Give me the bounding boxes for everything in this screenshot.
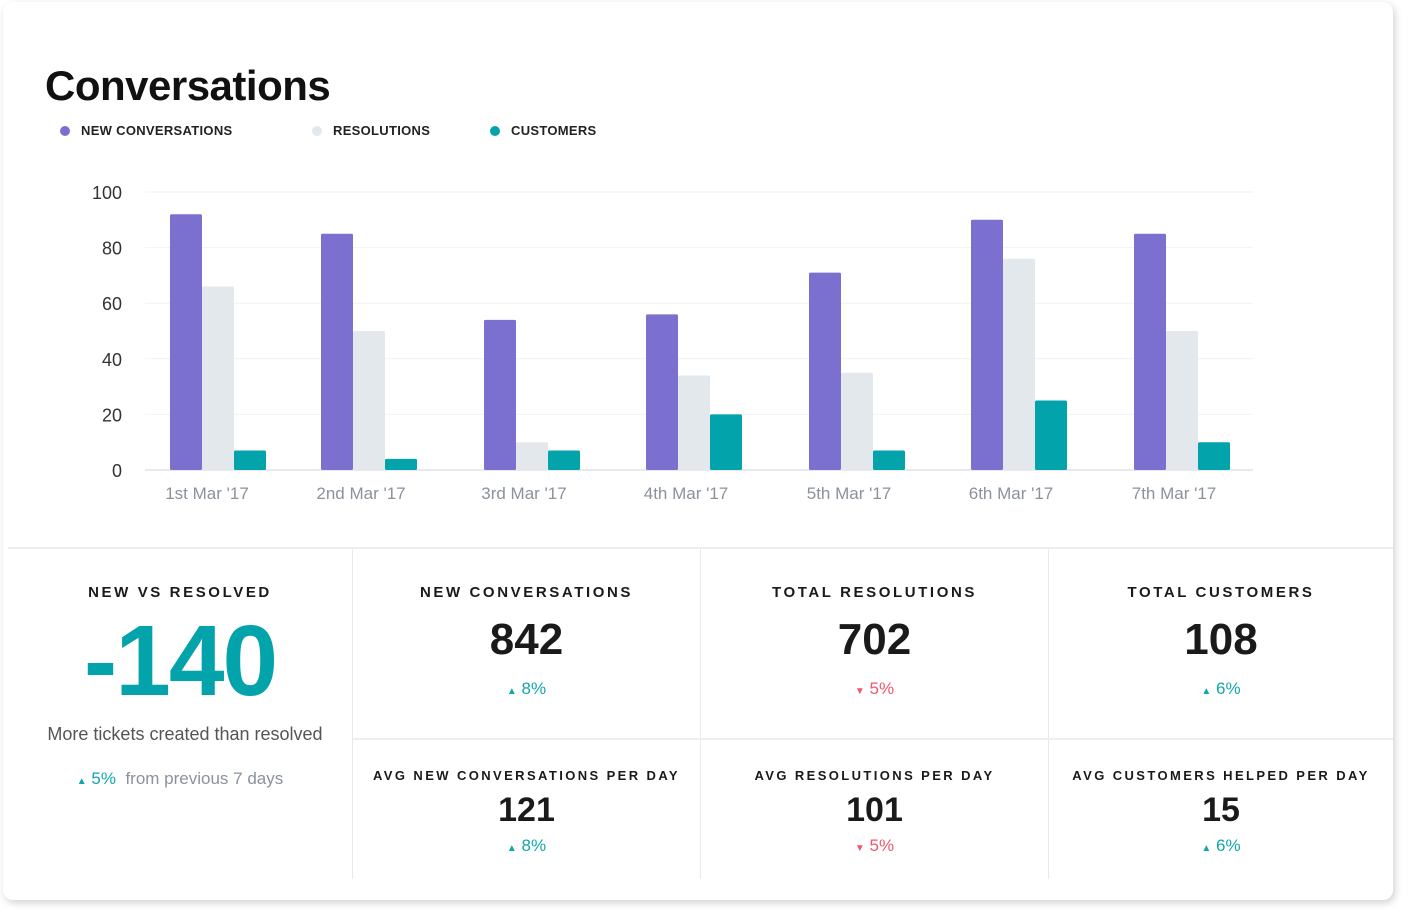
bar-resolutions [1166, 331, 1198, 470]
bar-new-conversations [1134, 233, 1166, 470]
bar-resolutions [1003, 258, 1035, 470]
bar-new-conversations [646, 314, 678, 470]
stat-label: AVG CUSTOMERS HELPED PER DAY [1072, 768, 1370, 783]
stat-total-customers: TOTAL CUSTOMERS 108 ▲ 6% [1049, 584, 1393, 699]
stat-label: NEW CONVERSATIONS [419, 584, 634, 601]
stat-change: ▼ 5% [701, 836, 1048, 856]
change-value: 6% [1216, 679, 1241, 698]
stat-total-resolutions: TOTAL RESOLUTIONS 702 ▼ 5% [701, 584, 1048, 699]
bar-resolutions [841, 372, 873, 470]
change-value: 5% [91, 769, 116, 788]
stat-value: 15 [1202, 791, 1240, 829]
bar-new-conversations [809, 272, 841, 470]
bar-customers [873, 450, 905, 470]
stat-change: ▲ 8% [353, 836, 700, 856]
bar-customers [710, 414, 742, 470]
bar-resolutions [678, 375, 710, 470]
legend-resolutions[interactable]: RESOLUTIONS [312, 123, 430, 138]
x-tick-label: 2nd Mar '17 [316, 484, 405, 503]
arrow-up-icon: ▲ [1201, 843, 1212, 854]
stat-change: ▲ 8% [353, 679, 700, 699]
stat-label: TOTAL RESOLUTIONS [771, 584, 978, 601]
stat-new-vs-resolved: NEW VS RESOLVED -140 More tickets create… [8, 584, 352, 789]
change-value: 5% [869, 679, 895, 698]
bar-new-conversations [321, 233, 353, 470]
y-tick-label: 20 [102, 405, 122, 425]
x-tick-label: 5th Mar '17 [807, 484, 892, 503]
stat-avg-resolutions: AVG RESOLUTIONS PER DAY 101 ▼ 5% [701, 768, 1048, 856]
bar-chart: 0 20 40 60 80 100 1st Mar '17 2nd Mar '17 3rd Ma… [92, 183, 1253, 503]
bar-customers [1035, 400, 1067, 470]
divider [700, 549, 701, 879]
change-value: 8% [521, 836, 547, 855]
x-tick-label: 6th Mar '17 [969, 484, 1054, 503]
page-title: Conversations [45, 62, 331, 109]
x-tick-label: 4th Mar '17 [644, 484, 729, 503]
bar-customers [234, 450, 266, 470]
stat-label: AVG RESOLUTIONS PER DAY [754, 768, 995, 783]
conversations-card: Conversations NEW CONVERSATIONS RESOLUTI… [3, 2, 1393, 900]
divider [353, 738, 1393, 740]
y-tick-label: 60 [102, 294, 122, 314]
arrow-down-icon: ▼ [854, 843, 865, 854]
change-suffix: from previous 7 days [125, 769, 284, 788]
stat-caption: More tickets created than resolved [47, 724, 323, 744]
stat-value: 121 [498, 791, 555, 829]
stat-new-conversations: NEW CONVERSATIONS 842 ▲ 8% [353, 584, 700, 699]
stat-label: TOTAL CUSTOMERS [1127, 584, 1315, 601]
stat-change: ▲ 5% from previous 7 days [8, 769, 352, 789]
stat-value: 702 [837, 615, 912, 664]
stat-value: -140 [83, 605, 278, 717]
stat-value: 101 [846, 791, 903, 829]
stat-change: ▲ 6% [1049, 679, 1393, 699]
legend-dot-icon [312, 125, 322, 136]
legend-new-conversations[interactable]: NEW CONVERSATIONS [60, 123, 232, 138]
stat-avg-customers: AVG CUSTOMERS HELPED PER DAY 15 ▲ 6% [1049, 768, 1393, 856]
change-value: 6% [1216, 836, 1241, 855]
divider [1048, 549, 1049, 879]
bar-customers [548, 450, 580, 470]
x-tick-label: 7th Mar '17 [1132, 484, 1217, 503]
bar-new-conversations [971, 219, 1003, 470]
divider [352, 549, 353, 879]
legend-dot-icon [490, 125, 500, 136]
stat-change: ▼ 5% [701, 679, 1048, 699]
arrow-up-icon: ▲ [506, 843, 517, 854]
bar-resolutions [202, 286, 234, 470]
y-tick-label: 40 [102, 350, 122, 370]
legend-label: NEW CONVERSATIONS [81, 123, 233, 138]
stat-avg-new: AVG NEW CONVERSATIONS PER DAY 121 ▲ 8% [353, 768, 700, 856]
legend-label: RESOLUTIONS [333, 123, 431, 138]
y-tick-label: 80 [102, 239, 122, 259]
stat-label: NEW VS RESOLVED [88, 584, 272, 601]
stat-value: 108 [1184, 615, 1258, 664]
change-value: 8% [521, 679, 547, 698]
bar-customers [1198, 442, 1230, 470]
y-tick-label: 0 [112, 461, 122, 481]
bar-resolutions [353, 331, 385, 470]
stat-label: AVG NEW CONVERSATIONS PER DAY [372, 768, 680, 783]
y-tick-label: 100 [92, 183, 122, 203]
change-value: 5% [869, 836, 895, 855]
x-tick-label: 3rd Mar '17 [481, 484, 566, 503]
bar-resolutions [516, 442, 548, 470]
arrow-up-icon: ▲ [506, 686, 517, 697]
arrow-up-icon: ▲ [76, 776, 87, 787]
stats-panel: NEW VS RESOLVED -140 More tickets create… [8, 547, 1393, 882]
bar-new-conversations [170, 214, 202, 470]
arrow-up-icon: ▲ [1201, 686, 1212, 697]
x-tick-label: 1st Mar '17 [165, 484, 249, 503]
stat-value: 842 [489, 615, 564, 664]
legend-dot-icon [60, 125, 70, 136]
legend-customers[interactable]: CUSTOMERS [490, 123, 597, 138]
stat-change: ▲ 6% [1049, 836, 1393, 856]
bar-new-conversations [484, 319, 516, 470]
legend-label: CUSTOMERS [511, 123, 597, 138]
bar-customers [385, 458, 417, 470]
arrow-down-icon: ▼ [854, 686, 865, 697]
